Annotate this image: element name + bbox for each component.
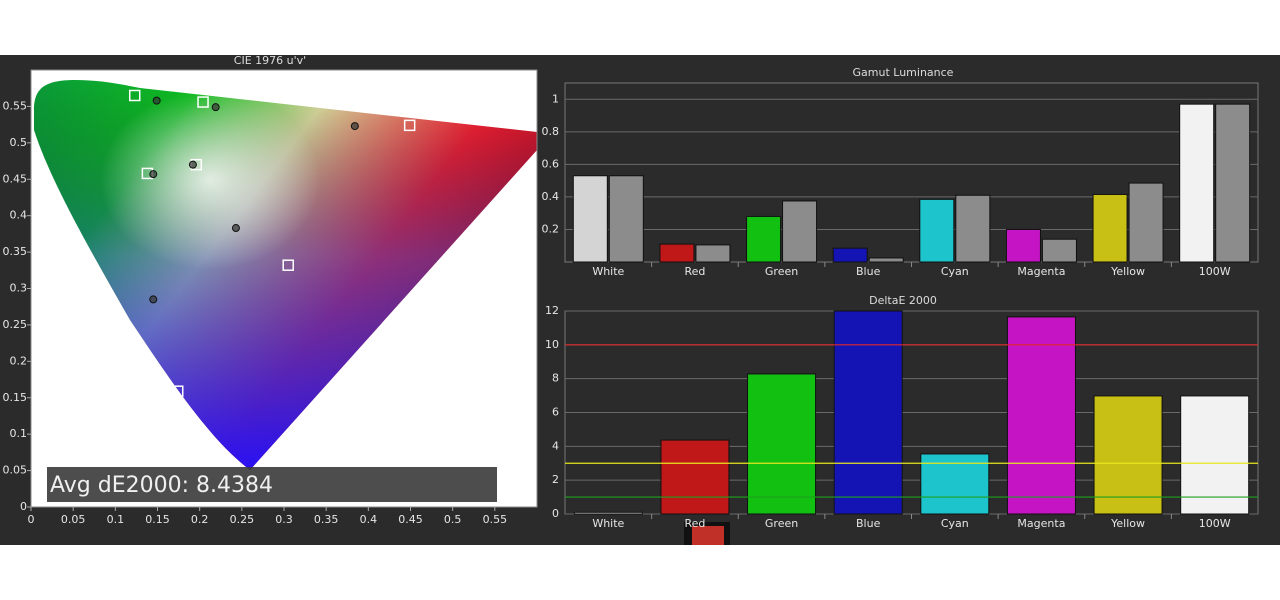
bar (1093, 395, 1163, 515)
x-tick-label: 0.45 (398, 513, 423, 526)
x-tick-label: 0.1 (107, 513, 125, 526)
x-tick-label: Red (684, 265, 705, 278)
x-tick-label: 0.05 (61, 513, 86, 526)
y-tick-label: 12 (545, 304, 559, 317)
bar (868, 257, 904, 263)
target-point (197, 96, 209, 108)
bar (747, 373, 817, 515)
y-tick-label: 0.5 (10, 136, 28, 149)
y-tick-label: 0.25 (3, 318, 28, 331)
x-tick-label: 0.5 (444, 513, 462, 526)
x-tick-label: 0.3 (275, 513, 293, 526)
chart-title: CIE 1976 u'v' (234, 54, 306, 67)
annotation: Avg dE2000: 8.4384 (50, 473, 273, 498)
x-tick-label: 100W (1199, 517, 1231, 530)
chart-title: DeltaE 2000 (869, 294, 937, 307)
y-tick-label: 0 (20, 500, 27, 513)
y-tick-label: 10 (545, 338, 559, 351)
x-tick-label: Magenta (1017, 517, 1065, 530)
target-point (171, 385, 184, 397)
x-tick-label: Yellow (1110, 517, 1145, 530)
measured-point (188, 160, 197, 169)
bar (782, 200, 818, 263)
cie-diagram (34, 80, 537, 470)
tooltip-swatch (692, 526, 724, 545)
target-point (282, 259, 294, 271)
y-tick-label: 0.45 (3, 172, 28, 185)
x-tick-label: Cyan (941, 517, 969, 530)
bar (919, 198, 955, 263)
bar (832, 247, 868, 263)
y-tick-label: 0.15 (3, 391, 28, 404)
x-tick-label: 0.2 (191, 513, 209, 526)
y-tick-label: 0.6 (542, 157, 560, 170)
bar (1006, 316, 1076, 515)
y-tick-label: 6 (552, 406, 559, 419)
bar (573, 511, 643, 515)
x-tick-label: Blue (856, 517, 881, 530)
y-tick-label: 0.4 (10, 209, 28, 222)
y-tick-label: 0.05 (3, 464, 28, 477)
x-tick-label: Green (765, 265, 798, 278)
bar (660, 439, 730, 515)
bar (659, 243, 695, 263)
y-tick-label: 8 (552, 372, 559, 385)
x-tick-label: Yellow (1110, 265, 1145, 278)
bar (1092, 193, 1128, 263)
y-tick-label: 0.4 (542, 190, 560, 203)
bar (695, 244, 731, 263)
measured-point (149, 170, 158, 179)
x-tick-label: 0.55 (483, 513, 508, 526)
bar (1041, 238, 1077, 263)
target-point (128, 89, 141, 102)
bar (608, 175, 644, 263)
y-tick-label: 0.2 (10, 354, 28, 367)
x-tick-label: 0 (28, 513, 35, 526)
x-tick-label: Red (684, 517, 705, 530)
y-tick-label: 0.2 (542, 222, 560, 235)
annotation-box (47, 467, 497, 502)
bar (920, 453, 990, 515)
x-tick-label: Magenta (1017, 265, 1065, 278)
x-tick-label: 0.4 (360, 513, 378, 526)
y-tick-label: 0 (552, 507, 559, 520)
x-tick-label: Cyan (941, 265, 969, 278)
measured-point (350, 122, 359, 131)
x-tick-label: 100W (1199, 265, 1231, 278)
bar (1128, 182, 1164, 263)
y-tick-label: 2 (552, 473, 559, 486)
measured-point (211, 103, 220, 112)
x-tick-label: White (592, 265, 624, 278)
bar (1215, 103, 1251, 263)
x-tick-label: 0.35 (314, 513, 339, 526)
y-tick-label: 0.3 (10, 282, 28, 295)
bar (1005, 228, 1041, 263)
x-tick-label: Green (765, 517, 798, 530)
bar (1180, 395, 1250, 515)
measured-point (231, 224, 240, 233)
x-tick-label: Blue (856, 265, 881, 278)
y-tick-label: 1 (552, 92, 559, 105)
measured-point (152, 96, 161, 105)
bar (1179, 103, 1215, 263)
bar (955, 194, 991, 263)
y-tick-label: 0.35 (3, 245, 28, 258)
white-point-glow (100, 90, 320, 270)
x-tick-label: White (592, 517, 624, 530)
y-tick-label: 0.1 (10, 427, 28, 440)
bar (746, 215, 782, 263)
target-point (403, 119, 416, 132)
y-tick-label: 4 (552, 439, 559, 452)
chart-title: Gamut Luminance (853, 66, 954, 79)
bar (572, 175, 608, 263)
y-tick-label: 0.8 (542, 125, 560, 138)
x-tick-label: 0.15 (145, 513, 170, 526)
measured-point (149, 295, 158, 304)
bar (833, 310, 903, 515)
x-tick-label: 0.25 (230, 513, 255, 526)
y-tick-label: 0.55 (3, 99, 28, 112)
